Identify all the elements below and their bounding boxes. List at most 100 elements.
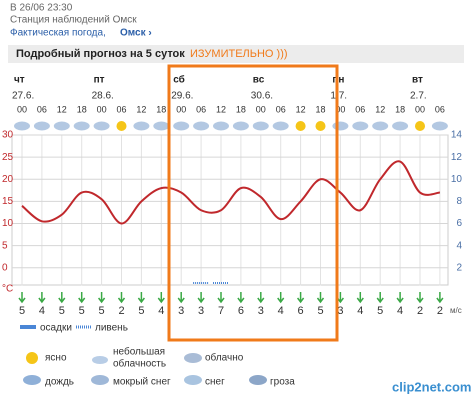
cloud-icon	[431, 121, 448, 131]
y2-tick-label: 12	[451, 152, 463, 163]
cond-snow: снег	[205, 377, 225, 388]
actual-link[interactable]: Фактическая погода,	[10, 28, 106, 39]
date: 29.6.	[171, 91, 193, 102]
date: 30.6.	[251, 91, 273, 102]
weekday: вт	[412, 75, 423, 86]
weekday: вс	[253, 75, 265, 86]
y2-tick-label: 4	[456, 240, 462, 251]
cloud-icon	[272, 121, 289, 131]
wind-speed: 4	[278, 305, 284, 317]
wind-arrow	[396, 292, 404, 304]
hour: 12	[375, 104, 385, 114]
wind-arrow	[98, 292, 106, 304]
cond-cloudy: облачно	[205, 352, 244, 364]
icon-rain	[23, 375, 41, 385]
y-tick-label: 15	[2, 196, 14, 207]
y-unit: °C	[2, 284, 13, 295]
y2-tick-label: 2	[456, 262, 462, 273]
cloud-icon	[133, 121, 150, 131]
wind-speed: 5	[79, 305, 85, 317]
hour: 00	[335, 104, 345, 114]
wind-arrow	[18, 292, 26, 304]
wind-speed: 3	[198, 305, 204, 317]
y-tick-label: 30	[2, 130, 14, 141]
wind-arrow	[38, 292, 46, 304]
hour: 06	[116, 104, 126, 114]
wind-speed: 2	[118, 305, 124, 317]
sun-icon	[315, 121, 326, 131]
wind-arrow	[197, 292, 205, 304]
y-tick-label: 10	[2, 218, 14, 229]
icon-storm	[249, 375, 267, 385]
plot-area	[11, 134, 449, 286]
wind-speed: 5	[99, 305, 105, 317]
hour: 18	[77, 104, 87, 114]
hour: 00	[17, 104, 27, 114]
wind-arrow	[436, 292, 444, 304]
panel-header	[8, 45, 464, 63]
weekday: пт	[94, 75, 105, 86]
wind-arrow	[237, 292, 245, 304]
wind-speed: 3	[258, 305, 264, 317]
icon-partly	[92, 356, 108, 364]
sun-icon	[295, 121, 306, 131]
city-link[interactable]: Омск ›	[120, 28, 152, 39]
wind-speed: 2	[417, 305, 423, 317]
precip-label: осадки	[40, 323, 72, 334]
sun-icon	[116, 121, 127, 131]
cond-clear: ясно	[45, 353, 67, 364]
cloud-icon	[352, 121, 369, 131]
cloud-icon	[93, 121, 110, 131]
wind-arrow	[356, 292, 364, 304]
wind-arrow	[277, 292, 285, 304]
wind-speed: 5	[19, 305, 25, 317]
wind-arrow	[58, 292, 66, 304]
cloud-icon	[232, 121, 249, 131]
hour: 00	[97, 104, 107, 114]
wind-speed: 5	[59, 305, 65, 317]
hour: 06	[37, 104, 47, 114]
wind-speed: 4	[397, 305, 403, 317]
wind-arrow	[217, 292, 225, 304]
wind-speed: 3	[337, 305, 343, 317]
date: 1.7.	[330, 91, 347, 102]
y-tick-label: 25	[2, 152, 14, 163]
icon-clear	[26, 352, 38, 364]
wind-arrow	[117, 292, 126, 304]
cond-rain: дождь	[45, 377, 74, 388]
hour: 00	[415, 104, 425, 114]
weekday: чт	[14, 75, 25, 86]
icon-snow	[184, 375, 202, 385]
station: Станция наблюдений Омск	[10, 14, 137, 26]
highlight-box	[167, 64, 339, 342]
annotation: ИЗУМИТЕЛЬНО )))	[190, 48, 288, 60]
wind-arrow	[157, 292, 165, 304]
wind-speed: 4	[158, 305, 164, 317]
cloud-icon	[372, 121, 389, 131]
wind-arrow	[137, 292, 145, 304]
wind-speed: 7	[218, 305, 224, 317]
wind-speed: 6	[238, 305, 244, 317]
icon-cloudy	[184, 353, 202, 363]
hour: 12	[136, 104, 146, 114]
cloud-icon	[33, 121, 50, 131]
hour: 06	[355, 104, 365, 114]
wind-speed: 5	[377, 305, 383, 317]
wind-arrow	[257, 292, 265, 304]
wind-speed: 3	[178, 305, 184, 317]
cond-sleet: мокрый снег	[113, 377, 171, 388]
cloud-icon	[252, 121, 269, 131]
precip-swatch	[20, 325, 36, 329]
date: 27.6.	[12, 91, 34, 102]
hour: 00	[176, 104, 186, 114]
y-tick-label: 20	[2, 174, 14, 185]
cloud-icon	[73, 121, 90, 131]
cloud-icon	[392, 121, 409, 131]
weekday: сб	[173, 74, 185, 86]
cloud-icon	[153, 121, 170, 131]
hour: 12	[216, 104, 226, 114]
cond-storm: гроза	[270, 377, 295, 388]
y2-unit: м/с	[450, 306, 462, 315]
cond-partly-1: небольшая	[113, 346, 165, 358]
